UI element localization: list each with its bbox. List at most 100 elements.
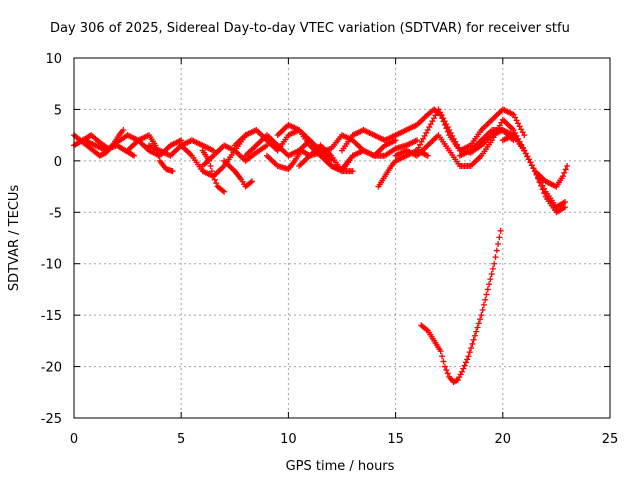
data-point: [221, 188, 228, 195]
data-point: [439, 353, 446, 360]
plot-frame: [73, 57, 611, 419]
data-point: [474, 324, 481, 331]
x-tick-label: 5: [177, 432, 185, 447]
data-point: [488, 271, 495, 277]
x-tick-label: 10: [280, 432, 297, 447]
data-point: [169, 168, 176, 175]
y-tick-label: -25: [41, 412, 62, 427]
y-axis-label: SDTVAR / TECUs: [7, 185, 22, 292]
data-point: [211, 176, 218, 183]
data-point: [247, 179, 254, 186]
series-sat-x: [531, 163, 571, 190]
axis-ticks: 0 5 10 15 20 25 -25 -20 -15 -10 -5 0 5 10: [41, 52, 619, 447]
data-point: [131, 152, 138, 159]
data-point: [538, 182, 545, 189]
data-point: [207, 163, 214, 169]
data-point: [263, 142, 270, 149]
x-tick-label: 20: [495, 432, 512, 447]
data-point: [480, 301, 487, 308]
chart-title: Day 306 of 2025, Sidereal Day-to-day VTE…: [50, 21, 570, 36]
data-point: [477, 316, 484, 323]
data-point: [120, 127, 127, 133]
data-point: [461, 362, 468, 369]
data-point: [539, 186, 546, 193]
series-sat-y: [418, 227, 504, 385]
data-point: [460, 365, 467, 372]
data-point: [466, 349, 473, 356]
data-point: [213, 180, 220, 187]
data-point: [521, 132, 528, 139]
data-point: [423, 326, 430, 333]
data-point: [208, 168, 215, 175]
data-point: [562, 166, 569, 173]
data-point: [561, 169, 568, 176]
data-point: [392, 137, 399, 144]
x-tick-label: 15: [387, 432, 404, 447]
data-point: [486, 281, 493, 288]
data-point: [479, 307, 486, 313]
x-axis-label: GPS time / hours: [286, 459, 395, 474]
y-tick-label: -10: [41, 258, 62, 273]
data-point: [443, 367, 450, 373]
data-point: [536, 179, 543, 186]
data-point: [491, 260, 498, 267]
data-point: [487, 276, 494, 283]
data-point: [561, 199, 568, 205]
data-point: [496, 234, 503, 241]
data-point: [495, 240, 502, 247]
data-point: [470, 336, 477, 343]
data-point: [441, 363, 448, 370]
grid-lines: [74, 58, 610, 418]
data-point: [459, 368, 466, 375]
data-point: [414, 137, 421, 144]
series-sat-n: [296, 142, 356, 175]
data-point: [424, 152, 431, 159]
data-point: [468, 345, 475, 352]
data-point: [489, 265, 496, 272]
y-tick-label: -5: [49, 206, 62, 221]
data-point: [453, 377, 460, 384]
data-point: [482, 296, 489, 303]
data-point: [349, 168, 356, 175]
y-tick-label: 5: [54, 103, 62, 118]
data-point: [561, 204, 568, 211]
data-point: [155, 152, 162, 159]
data-point: [493, 247, 500, 254]
series-sat-p: [328, 137, 421, 173]
series-sat-u: [414, 106, 528, 154]
data-point: [210, 147, 217, 154]
data-point: [559, 173, 566, 180]
y-tick-label: -15: [41, 309, 62, 324]
data-point: [248, 178, 255, 185]
data-point: [210, 173, 217, 180]
data-point: [471, 332, 478, 339]
data-point: [464, 356, 471, 363]
series-sat-c: [81, 132, 185, 159]
data-point: [541, 190, 548, 197]
data-point: [465, 353, 472, 360]
data-point: [462, 359, 469, 366]
series-sat-h: [199, 142, 270, 169]
series-sat-q: [339, 127, 388, 154]
data-point: [564, 163, 571, 169]
data-point: [484, 286, 491, 293]
data-series: [71, 106, 571, 385]
data-point: [492, 254, 499, 261]
data-point: [437, 348, 444, 355]
series-sat-i: [221, 157, 255, 190]
data-point: [473, 328, 480, 335]
y-tick-label: -20: [41, 361, 62, 376]
data-point: [440, 358, 447, 365]
data-point: [178, 137, 185, 144]
data-point: [444, 370, 451, 377]
data-point: [469, 340, 476, 347]
x-tick-label: 25: [602, 432, 619, 447]
y-tick-label: 0: [54, 155, 62, 170]
series-sat-w: [499, 132, 568, 216]
series-sat-t: [392, 116, 528, 169]
data-point: [497, 227, 504, 234]
y-tick-label: 10: [45, 52, 62, 67]
x-tick-label: 0: [70, 432, 78, 447]
data-point: [219, 187, 226, 194]
